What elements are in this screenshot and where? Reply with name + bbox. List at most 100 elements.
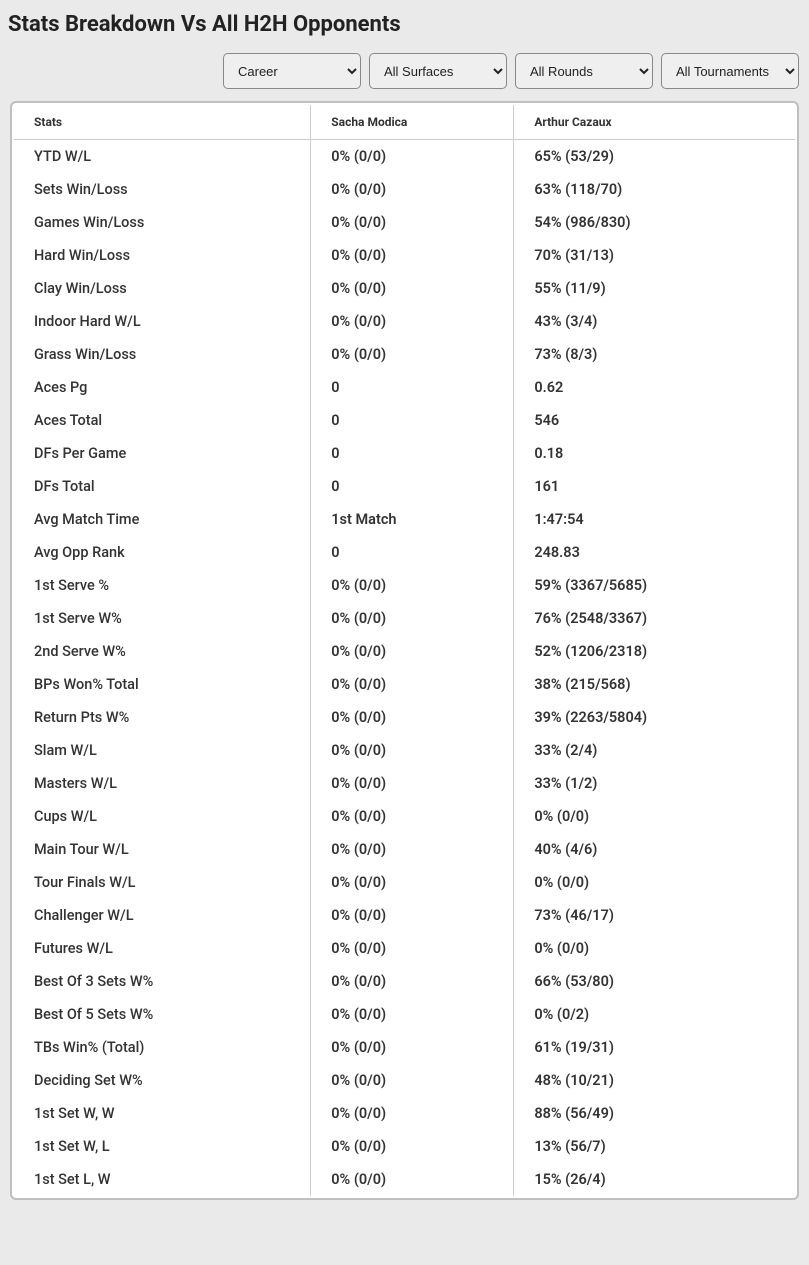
stat-value: 1st Match <box>311 503 514 536</box>
stat-value: 0% (0/0) <box>311 305 514 338</box>
surface-select[interactable]: All Surfaces <box>369 53 507 89</box>
table-row: Grass Win/Loss0% (0/0)73% (8/3) <box>14 338 795 371</box>
stat-label: Challenger W/L <box>14 899 311 932</box>
stat-value: 0.62 <box>514 371 795 404</box>
stat-label: Cups W/L <box>14 800 311 833</box>
stat-value: 33% (1/2) <box>514 767 795 800</box>
stat-value: 38% (215/568) <box>514 668 795 701</box>
stat-value: 0% (0/0) <box>311 1130 514 1163</box>
stat-label: Tour Finals W/L <box>14 866 311 899</box>
stat-label: 2nd Serve W% <box>14 635 311 668</box>
stat-label: 1st Set W, L <box>14 1130 311 1163</box>
table-row: Aces Total0546 <box>14 404 795 437</box>
col-header-player2: Arthur Cazaux <box>514 105 795 140</box>
stat-label: DFs Per Game <box>14 437 311 470</box>
table-row: Sets Win/Loss0% (0/0)63% (118/70) <box>14 173 795 206</box>
stat-value: 0% (0/0) <box>311 932 514 965</box>
stat-value: 0% (0/0) <box>311 1163 514 1196</box>
stat-value: 0% (0/0) <box>311 173 514 206</box>
stat-value: 70% (31/13) <box>514 239 795 272</box>
table-row: Slam W/L0% (0/0)33% (2/4) <box>14 734 795 767</box>
stat-value: 0 <box>311 404 514 437</box>
stat-value: 248.83 <box>514 536 795 569</box>
stat-value: 33% (2/4) <box>514 734 795 767</box>
stat-label: Best Of 5 Sets W% <box>14 998 311 1031</box>
stat-value: 0% (0/0) <box>311 701 514 734</box>
tournament-select[interactable]: All Tournaments <box>661 53 799 89</box>
stat-value: 63% (118/70) <box>514 173 795 206</box>
table-row: BPs Won% Total0% (0/0)38% (215/568) <box>14 668 795 701</box>
col-header-stats: Stats <box>14 105 311 140</box>
stat-value: 0% (0/0) <box>311 899 514 932</box>
stats-table: Stats Sacha Modica Arthur Cazaux YTD W/L… <box>14 105 795 1196</box>
stat-label: Hard Win/Loss <box>14 239 311 272</box>
stat-value: 0% (0/0) <box>311 272 514 305</box>
stat-label: Indoor Hard W/L <box>14 305 311 338</box>
stat-label: YTD W/L <box>14 140 311 174</box>
stat-value: 0% (0/0) <box>311 767 514 800</box>
stat-value: 0% (0/0) <box>311 1097 514 1130</box>
stat-value: 0% (0/0) <box>514 800 795 833</box>
table-row: Main Tour W/L0% (0/0)40% (4/6) <box>14 833 795 866</box>
table-row: 2nd Serve W%0% (0/0)52% (1206/2318) <box>14 635 795 668</box>
stat-value: 39% (2263/5804) <box>514 701 795 734</box>
stat-label: Masters W/L <box>14 767 311 800</box>
stat-label: Slam W/L <box>14 734 311 767</box>
stat-value: 13% (56/7) <box>514 1130 795 1163</box>
stat-value: 88% (56/49) <box>514 1097 795 1130</box>
stat-value: 0% (0/0) <box>311 998 514 1031</box>
stat-label: BPs Won% Total <box>14 668 311 701</box>
table-row: YTD W/L0% (0/0)65% (53/29) <box>14 140 795 174</box>
stat-value: 0% (0/0) <box>311 833 514 866</box>
stat-value: 0% (0/2) <box>514 998 795 1031</box>
stat-value: 0% (0/0) <box>311 734 514 767</box>
stat-label: Avg Match Time <box>14 503 311 536</box>
table-row: 1st Set W, L0% (0/0)13% (56/7) <box>14 1130 795 1163</box>
stat-value: 0% (0/0) <box>311 239 514 272</box>
stat-value: 0 <box>311 470 514 503</box>
stat-value: 0% (0/0) <box>311 206 514 239</box>
stat-label: 1st Serve W% <box>14 602 311 635</box>
stat-value: 0% (0/0) <box>311 1031 514 1064</box>
stat-value: 0% (0/0) <box>311 866 514 899</box>
stat-label: Main Tour W/L <box>14 833 311 866</box>
table-row: Aces Pg00.62 <box>14 371 795 404</box>
table-row: Clay Win/Loss0% (0/0)55% (11/9) <box>14 272 795 305</box>
stat-value: 76% (2548/3367) <box>514 602 795 635</box>
stats-table-container: Stats Sacha Modica Arthur Cazaux YTD W/L… <box>10 101 799 1200</box>
table-row: Avg Match Time1st Match1:47:54 <box>14 503 795 536</box>
filter-bar: Career All Surfaces All Rounds All Tourn… <box>8 53 801 89</box>
table-header-row: Stats Sacha Modica Arthur Cazaux <box>14 105 795 140</box>
round-select[interactable]: All Rounds <box>515 53 653 89</box>
stat-value: 61% (19/31) <box>514 1031 795 1064</box>
table-row: DFs Per Game00.18 <box>14 437 795 470</box>
stat-value: 0% (0/0) <box>311 800 514 833</box>
stat-value: 0% (0/0) <box>311 569 514 602</box>
stat-value: 0% (0/0) <box>514 932 795 965</box>
stat-label: Grass Win/Loss <box>14 338 311 371</box>
stat-value: 15% (26/4) <box>514 1163 795 1196</box>
stat-value: 52% (1206/2318) <box>514 635 795 668</box>
stat-label: Avg Opp Rank <box>14 536 311 569</box>
stat-label: Clay Win/Loss <box>14 272 311 305</box>
stat-value: 40% (4/6) <box>514 833 795 866</box>
stat-label: 1st Serve % <box>14 569 311 602</box>
page-title: Stats Breakdown Vs All H2H Opponents <box>8 12 801 37</box>
table-row: TBs Win% (Total)0% (0/0)61% (19/31) <box>14 1031 795 1064</box>
table-row: 1st Set L, W0% (0/0)15% (26/4) <box>14 1163 795 1196</box>
stat-value: 48% (10/21) <box>514 1064 795 1097</box>
stat-value: 1:47:54 <box>514 503 795 536</box>
table-row: Hard Win/Loss0% (0/0)70% (31/13) <box>14 239 795 272</box>
stat-value: 161 <box>514 470 795 503</box>
table-row: 1st Serve %0% (0/0)59% (3367/5685) <box>14 569 795 602</box>
table-row: Return Pts W%0% (0/0)39% (2263/5804) <box>14 701 795 734</box>
table-row: Cups W/L0% (0/0)0% (0/0) <box>14 800 795 833</box>
stat-value: 0 <box>311 437 514 470</box>
stat-label: 1st Set W, W <box>14 1097 311 1130</box>
table-row: Indoor Hard W/L0% (0/0)43% (3/4) <box>14 305 795 338</box>
period-select[interactable]: Career <box>223 53 361 89</box>
stat-value: 0 <box>311 371 514 404</box>
stat-value: 43% (3/4) <box>514 305 795 338</box>
stat-value: 0.18 <box>514 437 795 470</box>
table-row: 1st Set W, W0% (0/0)88% (56/49) <box>14 1097 795 1130</box>
